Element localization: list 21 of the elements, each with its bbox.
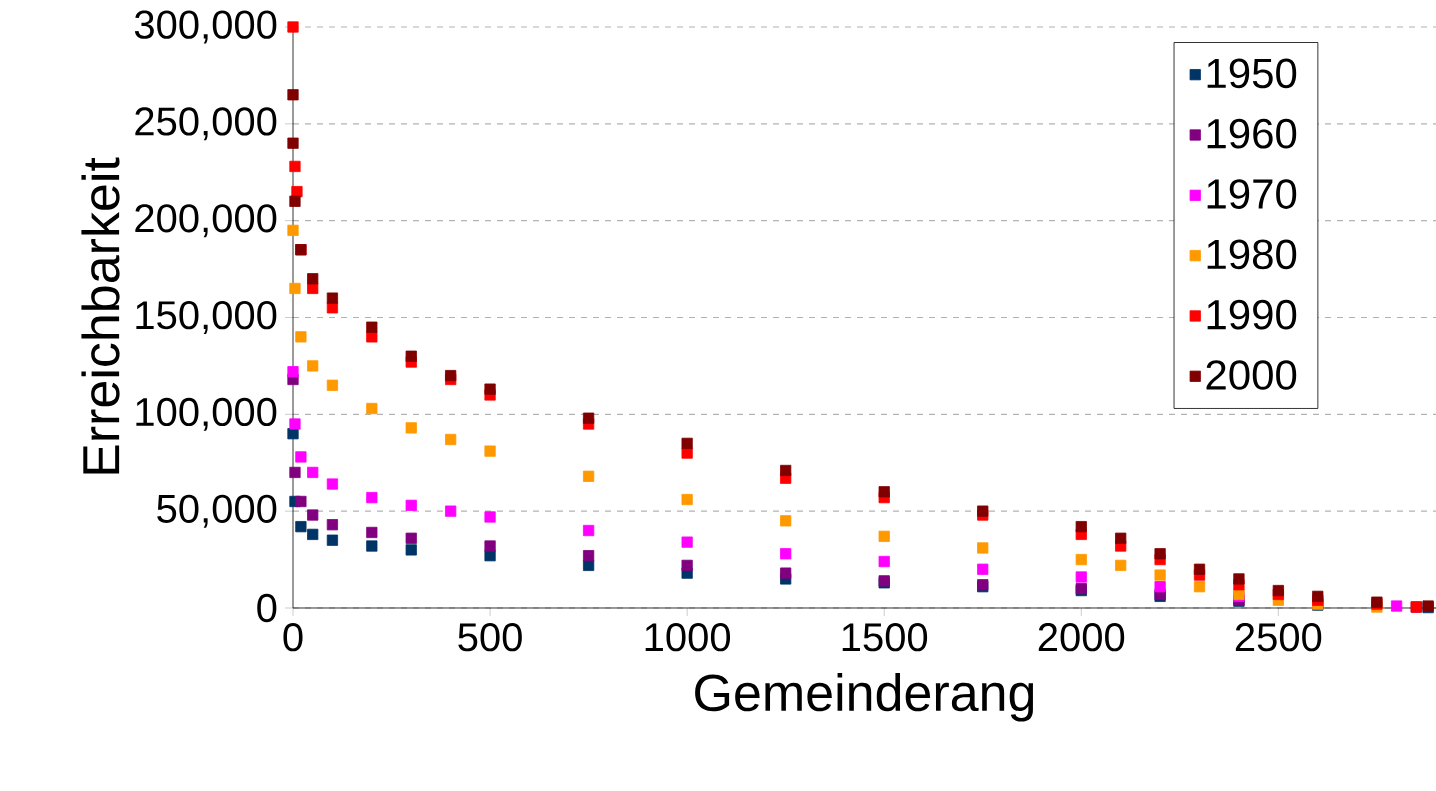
legend-label: 1950 (1207, 58, 1297, 89)
legend-label: 1970 (1207, 179, 1297, 209)
x-tick-label: 1000 (645, 623, 731, 652)
legend-label: 1960 (1207, 118, 1297, 149)
x-tick-label: 2500 (1235, 623, 1322, 652)
y-tick-label: 50,000 (157, 494, 277, 528)
legend-label: 2000 (1206, 360, 1297, 390)
y-tick-label: 300,000 (134, 10, 277, 44)
y-tick-label: 100,000 (136, 397, 277, 431)
y-axis-title: Erreichbarkeit (81, 157, 120, 474)
y-tick-label: 0 (257, 593, 277, 623)
y-tick-label: 150,000 (136, 300, 277, 335)
legend-label: 1980 (1207, 239, 1297, 270)
x-tick-label: 0 (283, 623, 303, 652)
x-tick-label: 1500 (842, 623, 928, 652)
x-tick-label: 500 (458, 623, 522, 652)
x-tick-label: 2000 (1038, 623, 1125, 652)
legend-label: 1990 (1207, 299, 1297, 330)
x-axis-title: Gemeinderang (695, 673, 1034, 722)
y-tick-label: 250,000 (135, 107, 277, 141)
y-tick-label: 200,000 (135, 204, 277, 238)
